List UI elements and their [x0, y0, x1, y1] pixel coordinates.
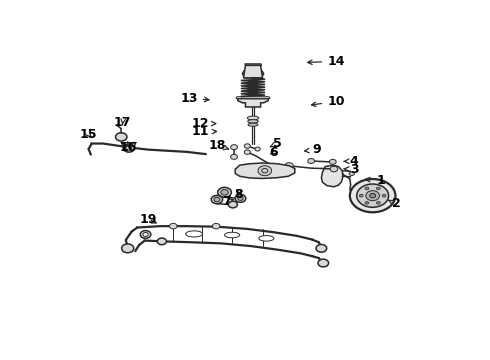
Text: 10: 10	[312, 95, 344, 108]
Circle shape	[140, 231, 151, 238]
Text: 12: 12	[192, 117, 216, 130]
Ellipse shape	[186, 231, 203, 237]
Ellipse shape	[248, 123, 258, 126]
Polygon shape	[235, 163, 295, 179]
Text: 6: 6	[270, 146, 278, 159]
Circle shape	[376, 202, 380, 204]
Ellipse shape	[259, 235, 274, 241]
Polygon shape	[238, 99, 268, 107]
Text: 9: 9	[305, 143, 320, 157]
Circle shape	[330, 166, 338, 172]
Text: 17: 17	[114, 116, 131, 129]
Text: 8: 8	[234, 188, 243, 201]
Circle shape	[350, 179, 395, 212]
Circle shape	[231, 145, 238, 150]
Circle shape	[357, 184, 389, 207]
Text: 5: 5	[270, 137, 282, 150]
Ellipse shape	[248, 120, 258, 123]
Circle shape	[258, 166, 271, 176]
Ellipse shape	[224, 232, 240, 238]
Circle shape	[369, 193, 376, 198]
Circle shape	[228, 201, 238, 208]
Circle shape	[212, 223, 220, 229]
Text: 19: 19	[140, 213, 157, 226]
Text: 1: 1	[366, 174, 385, 187]
Text: 15: 15	[80, 128, 98, 141]
Text: 18: 18	[208, 139, 229, 152]
Polygon shape	[236, 97, 270, 99]
Text: 4: 4	[344, 154, 359, 167]
Ellipse shape	[349, 172, 354, 175]
Text: 16: 16	[120, 141, 137, 154]
Circle shape	[318, 259, 329, 267]
Text: 7: 7	[222, 195, 234, 208]
Circle shape	[359, 194, 363, 197]
Circle shape	[238, 197, 243, 201]
Circle shape	[268, 164, 278, 171]
Text: 14: 14	[308, 55, 344, 68]
Circle shape	[245, 144, 250, 148]
Circle shape	[231, 154, 238, 159]
Text: 13: 13	[181, 92, 209, 105]
Text: 3: 3	[344, 163, 359, 176]
Circle shape	[220, 190, 228, 195]
Circle shape	[143, 233, 148, 237]
Circle shape	[376, 187, 380, 190]
Circle shape	[255, 147, 260, 151]
Circle shape	[122, 244, 134, 253]
Circle shape	[211, 195, 222, 204]
Circle shape	[245, 150, 250, 154]
Circle shape	[116, 133, 127, 141]
Ellipse shape	[247, 116, 259, 120]
Circle shape	[235, 194, 246, 202]
Circle shape	[329, 159, 336, 164]
Circle shape	[366, 191, 379, 201]
Polygon shape	[243, 71, 264, 78]
Circle shape	[382, 194, 386, 197]
Polygon shape	[321, 165, 343, 187]
Circle shape	[214, 197, 220, 202]
Text: 2: 2	[389, 198, 400, 211]
Circle shape	[316, 244, 327, 252]
Circle shape	[285, 163, 294, 169]
Circle shape	[123, 144, 135, 152]
Circle shape	[218, 187, 231, 197]
Circle shape	[157, 238, 167, 245]
Circle shape	[271, 164, 277, 168]
Polygon shape	[244, 66, 263, 78]
Circle shape	[308, 158, 315, 163]
Text: 11: 11	[192, 125, 217, 138]
Circle shape	[365, 187, 369, 190]
Circle shape	[365, 202, 369, 204]
Circle shape	[170, 223, 177, 229]
